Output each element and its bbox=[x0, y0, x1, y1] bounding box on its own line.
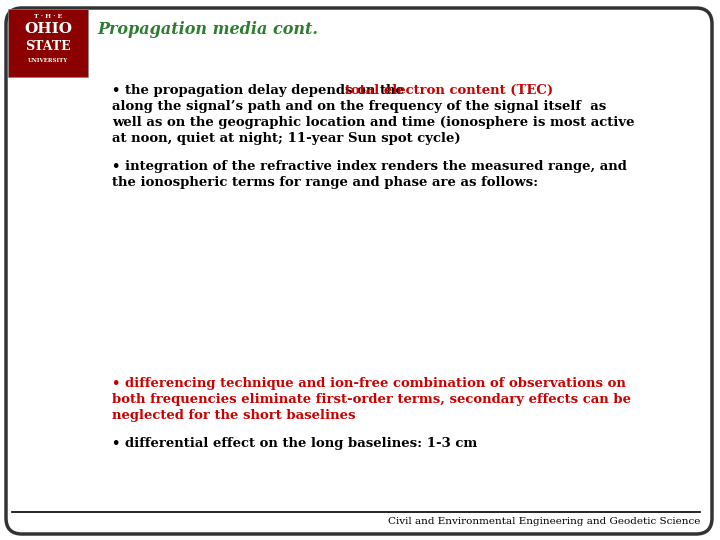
Text: total electron content (TEC): total electron content (TEC) bbox=[345, 84, 553, 97]
Text: Propagation media cont.: Propagation media cont. bbox=[97, 22, 318, 38]
Text: STATE: STATE bbox=[25, 39, 71, 52]
Text: well as on the geographic location and time (ionosphere is most active: well as on the geographic location and t… bbox=[112, 116, 634, 129]
Text: OHIO: OHIO bbox=[24, 22, 72, 36]
Text: neglected for the short baselines: neglected for the short baselines bbox=[112, 409, 356, 422]
Text: • differencing technique and ion-free combination of observations on: • differencing technique and ion-free co… bbox=[112, 377, 626, 390]
Text: • the propagation delay depends on the: • the propagation delay depends on the bbox=[112, 84, 408, 97]
Text: at noon, quiet at night; 11-year Sun spot cycle): at noon, quiet at night; 11-year Sun spo… bbox=[112, 132, 461, 145]
FancyBboxPatch shape bbox=[8, 9, 88, 77]
FancyBboxPatch shape bbox=[6, 8, 712, 534]
Text: UNIVERSITY: UNIVERSITY bbox=[28, 58, 68, 64]
Text: the ionospheric terms for range and phase are as follows:: the ionospheric terms for range and phas… bbox=[112, 176, 538, 189]
Text: Civil and Environmental Engineering and Geodetic Science: Civil and Environmental Engineering and … bbox=[387, 517, 700, 526]
Text: along the signal’s path and on the frequency of the signal itself  as: along the signal’s path and on the frequ… bbox=[112, 100, 606, 113]
Text: both frequencies eliminate first-order terms, secondary effects can be: both frequencies eliminate first-order t… bbox=[112, 393, 631, 406]
Text: T · H · E: T · H · E bbox=[34, 14, 62, 18]
Text: • differential effect on the long baselines: 1-3 cm: • differential effect on the long baseli… bbox=[112, 437, 477, 450]
Text: • integration of the refractive index renders the measured range, and: • integration of the refractive index re… bbox=[112, 160, 627, 173]
